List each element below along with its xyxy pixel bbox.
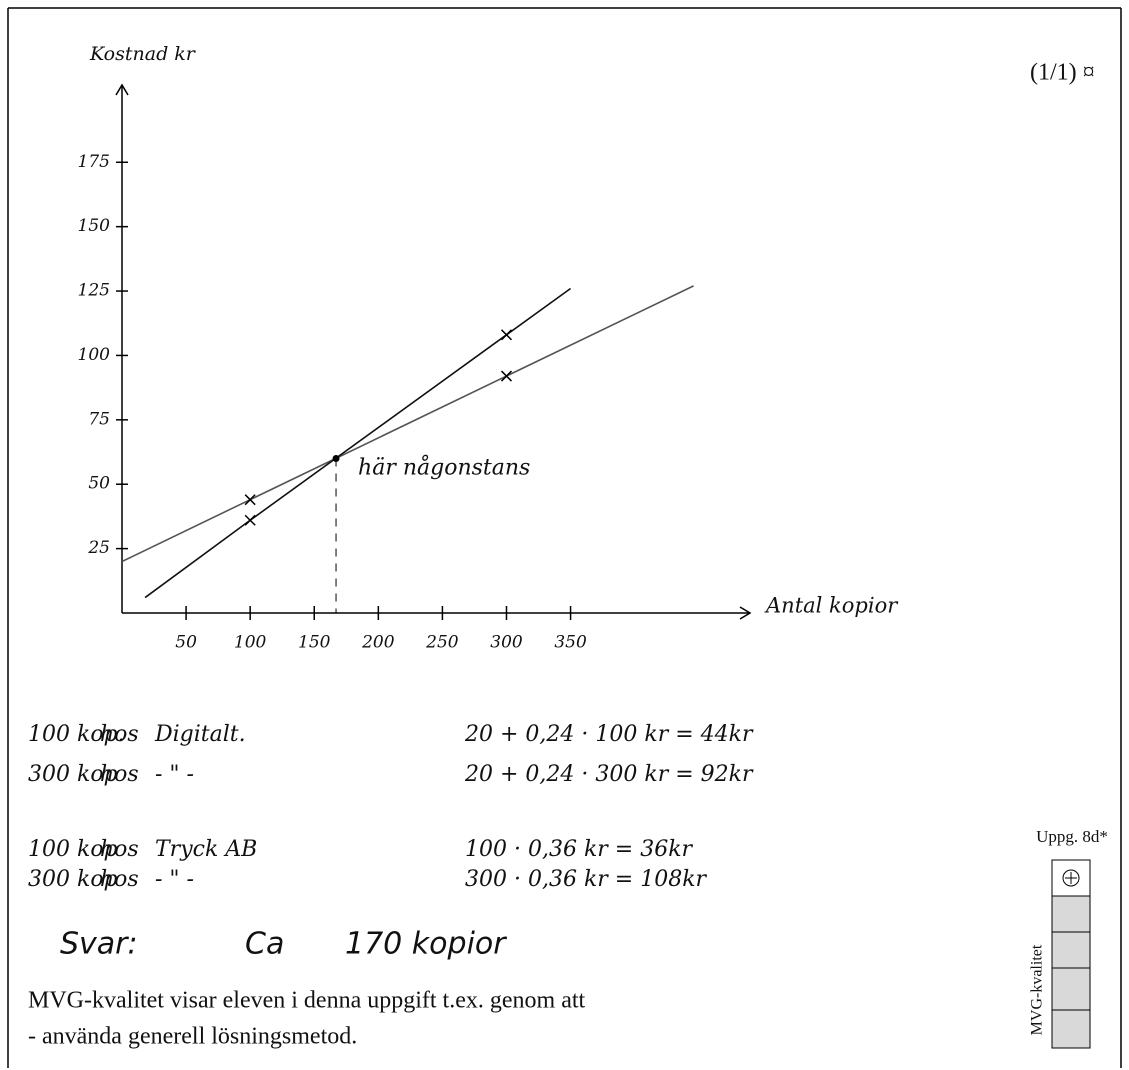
calculation-cell: 20 + 0,24 · 100 kr = 44kr [464, 722, 754, 747]
x-tick-label: 150 [298, 633, 331, 653]
grade-label: MVG-kvalitet [1029, 944, 1046, 1035]
x-tick-label: 250 [425, 633, 459, 653]
calculation-cell: hos [100, 867, 139, 892]
answer: 170 kopior [345, 927, 507, 962]
intersection-point [333, 455, 340, 462]
x-axis-label: Antal kopior [764, 594, 899, 618]
y-axis-label: Kostnad kr [89, 43, 197, 65]
calculation-cell: hos [100, 837, 139, 862]
cross-marker [245, 495, 255, 505]
x-tick-label: 50 [175, 633, 197, 653]
y-tick-label: 175 [78, 152, 110, 172]
comment-line: - använda generell lösningsmetod. [28, 1024, 357, 1050]
grade-box [1052, 932, 1090, 968]
task-label: Uppg. 8d* [1036, 827, 1108, 846]
cross-marker [501, 371, 511, 381]
x-tick-label: 350 [554, 633, 587, 653]
comment-line: MVG-kvalitet visar eleven i denna uppgif… [28, 988, 586, 1014]
calculation-cell: hos [100, 762, 139, 787]
grade-box [1052, 896, 1090, 932]
y-tick-label: 150 [78, 216, 111, 236]
y-tick-label: 50 [88, 474, 110, 494]
x-tick-label: 200 [361, 633, 395, 653]
cross-marker [245, 515, 255, 525]
page-number: (1/1) ¤ [1030, 60, 1095, 86]
x-tick-label: 300 [490, 633, 523, 653]
x-tick-label: 100 [234, 633, 267, 653]
calculation-cell: hos [100, 722, 139, 747]
y-tick-label: 25 [87, 538, 110, 558]
grade-box [1052, 1010, 1090, 1048]
calculation-cell: 100 · 0,36 kr = 36kr [465, 837, 694, 862]
answer: Svar: [60, 927, 138, 962]
calculation-cell: Digitalt. [154, 722, 246, 747]
y-tick-label: 125 [78, 281, 110, 301]
series-line [122, 286, 694, 562]
calculation-cell: - " - [155, 762, 194, 787]
cross-marker [501, 330, 511, 340]
calculation-cell: - " - [155, 867, 194, 892]
calculation-cell: 20 + 0,24 · 300 kr = 92kr [464, 762, 754, 787]
answer: Ca [245, 927, 284, 962]
y-tick-label: 100 [78, 345, 111, 365]
calculation-cell: 300 · 0,36 kr = 108kr [465, 867, 708, 892]
calculation-cell: Tryck AB [155, 837, 257, 862]
page: (1/1) ¤ Uppg. 8d* MVG-kvalitet Svar: Ca … [0, 0, 1129, 1070]
grade-box [1052, 968, 1090, 1010]
annotation: här någonstans [358, 453, 530, 480]
y-tick-label: 75 [88, 409, 110, 429]
